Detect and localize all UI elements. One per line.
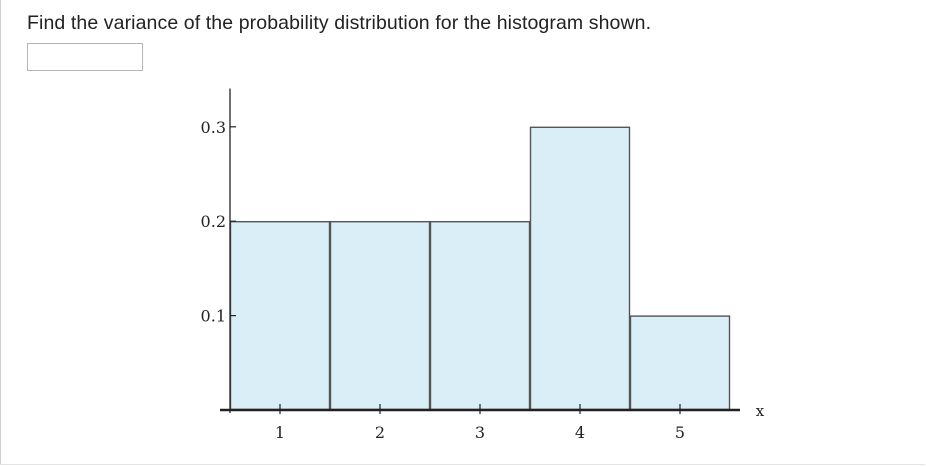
- histogram-bar-4: [529, 126, 631, 411]
- y-tick-label: 0.3: [201, 118, 226, 137]
- histogram-bar-5: [629, 315, 731, 411]
- x-axis-label: x: [756, 402, 765, 420]
- x-ticks: 1 2 3 4 5: [275, 404, 685, 442]
- x-tick-label: 2: [375, 423, 385, 442]
- x-tick-label: 4: [575, 423, 585, 442]
- y-tick-label: 0.1: [201, 307, 226, 326]
- x-tick-label: 3: [475, 423, 485, 442]
- histogram-bar-3: [429, 220, 531, 411]
- y-ticks: 0.1 0.2 0.3: [201, 118, 236, 326]
- bars-layer: [229, 126, 731, 411]
- histogram-bar-1: [229, 220, 331, 411]
- x-tick-label: 1: [275, 423, 285, 442]
- histogram-bar-2: [329, 220, 431, 411]
- question-text: Find the variance of the probability dis…: [27, 12, 652, 34]
- answer-input[interactable]: [27, 43, 143, 71]
- x-tick-label: 5: [675, 423, 685, 442]
- y-tick-label: 0.2: [201, 212, 226, 231]
